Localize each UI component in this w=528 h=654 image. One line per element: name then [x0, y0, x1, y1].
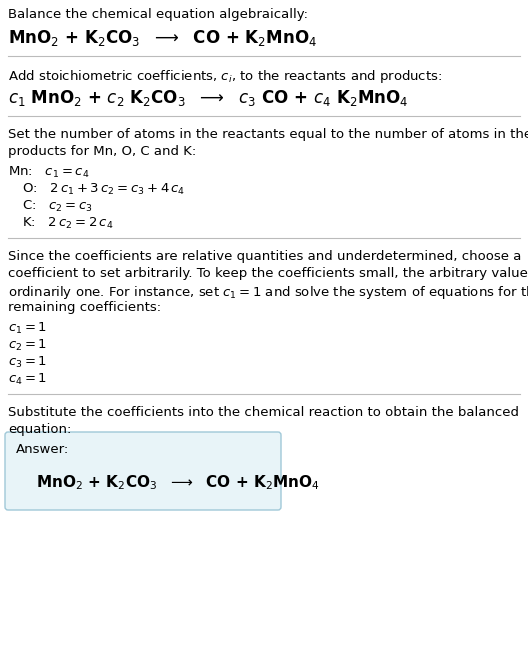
Text: Balance the chemical equation algebraically:: Balance the chemical equation algebraica…: [8, 8, 308, 21]
Text: Answer:: Answer:: [16, 443, 69, 456]
Text: MnO$_2$ + K$_2$CO$_3$  $\longrightarrow$  CO + K$_2$MnO$_4$: MnO$_2$ + K$_2$CO$_3$ $\longrightarrow$ …: [36, 473, 319, 492]
Text: Mn:   $c_1 = c_4$: Mn: $c_1 = c_4$: [8, 165, 89, 180]
Text: $c_3 = 1$: $c_3 = 1$: [8, 355, 47, 370]
Text: $c_2 = 1$: $c_2 = 1$: [8, 338, 47, 353]
Text: Set the number of atoms in the reactants equal to the number of atoms in the: Set the number of atoms in the reactants…: [8, 128, 528, 141]
Text: MnO$_2$ + K$_2$CO$_3$  $\longrightarrow$  CO + K$_2$MnO$_4$: MnO$_2$ + K$_2$CO$_3$ $\longrightarrow$ …: [8, 28, 317, 48]
Text: K:   $2\,c_2 = 2\,c_4$: K: $2\,c_2 = 2\,c_4$: [22, 216, 114, 231]
Text: remaining coefficients:: remaining coefficients:: [8, 301, 161, 314]
FancyBboxPatch shape: [5, 432, 281, 510]
Text: coefficient to set arbitrarily. To keep the coefficients small, the arbitrary va: coefficient to set arbitrarily. To keep …: [8, 267, 528, 280]
Text: $c_4 = 1$: $c_4 = 1$: [8, 372, 47, 387]
Text: Substitute the coefficients into the chemical reaction to obtain the balanced: Substitute the coefficients into the che…: [8, 406, 519, 419]
Text: ordinarily one. For instance, set $c_1 = 1$ and solve the system of equations fo: ordinarily one. For instance, set $c_1 =…: [8, 284, 528, 301]
Text: Add stoichiometric coefficients, $c_i$, to the reactants and products:: Add stoichiometric coefficients, $c_i$, …: [8, 68, 442, 85]
Text: O:   $2\,c_1 + 3\,c_2 = c_3 + 4\,c_4$: O: $2\,c_1 + 3\,c_2 = c_3 + 4\,c_4$: [22, 182, 185, 197]
Text: $c_1 = 1$: $c_1 = 1$: [8, 321, 47, 336]
Text: C:   $c_2 = c_3$: C: $c_2 = c_3$: [22, 199, 92, 214]
Text: products for Mn, O, C and K:: products for Mn, O, C and K:: [8, 145, 196, 158]
Text: equation:: equation:: [8, 423, 71, 436]
Text: Since the coefficients are relative quantities and underdetermined, choose a: Since the coefficients are relative quan…: [8, 250, 521, 263]
Text: $c_1$ MnO$_2$ + $c_2$ K$_2$CO$_3$  $\longrightarrow$  $c_3$ CO + $c_4$ K$_2$MnO$: $c_1$ MnO$_2$ + $c_2$ K$_2$CO$_3$ $\long…: [8, 88, 409, 108]
